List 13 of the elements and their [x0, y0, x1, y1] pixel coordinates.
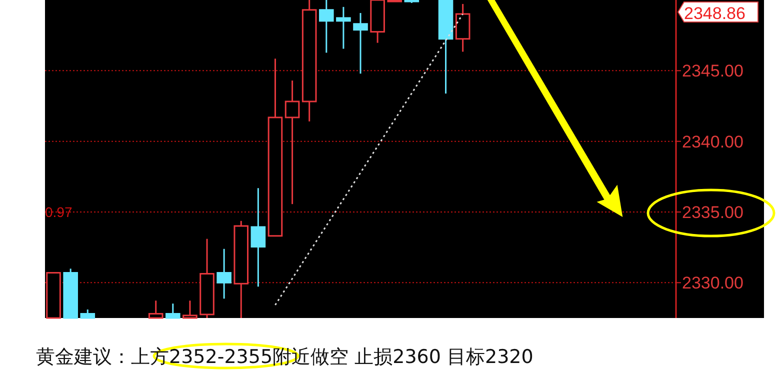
- candlestick: [284, 80, 300, 205]
- candlestick: [353, 12, 368, 74]
- y-tick-label: 2345.00: [682, 62, 744, 81]
- candlestick: [336, 6, 351, 50]
- candlestick: [455, 3, 470, 52]
- annotation: 0.97: [45, 204, 72, 220]
- text: 2348.86: [684, 4, 746, 23]
- candlestick: [216, 248, 232, 300]
- candlestick: [318, 0, 334, 54]
- y-tick-label: 2335.00: [682, 203, 744, 222]
- candlestick: [250, 187, 266, 288]
- y-tick-label: 2340.00: [682, 132, 744, 152]
- y-tick-label: 2330.00: [682, 274, 744, 293]
